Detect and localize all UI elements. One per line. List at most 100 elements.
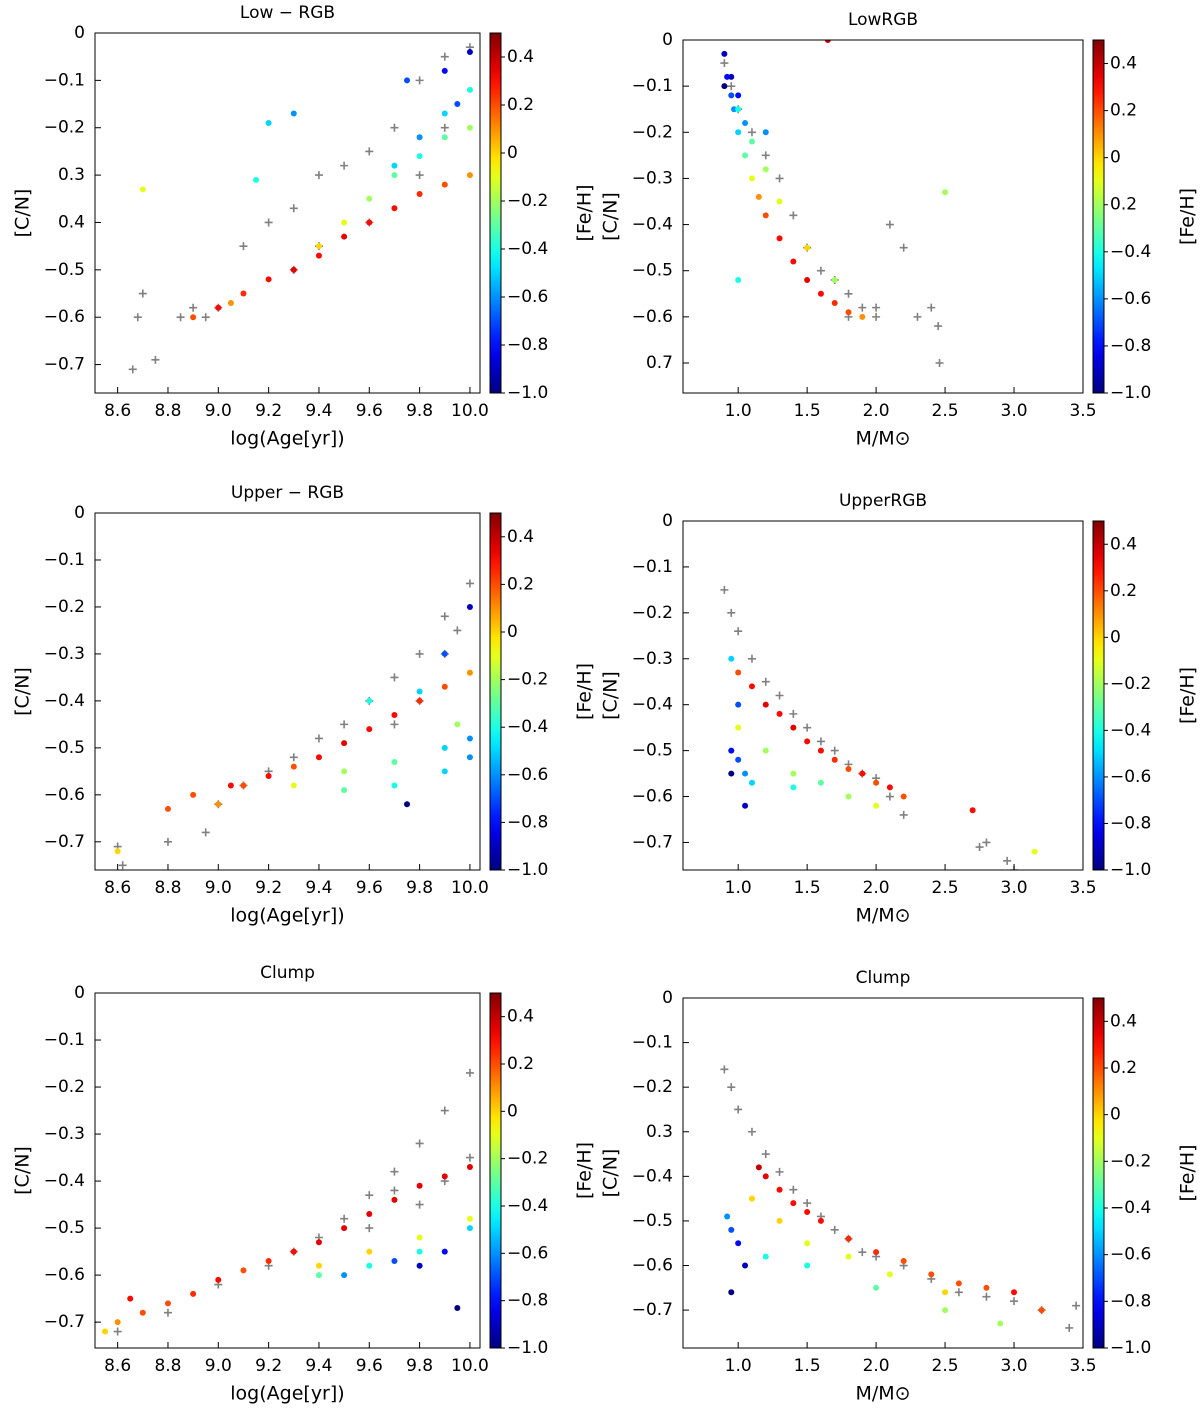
point [735, 129, 742, 136]
colorbar-tick-label: −0.6 [1110, 767, 1151, 787]
point [127, 1295, 134, 1302]
colorbar-tick-label: −0.2 [507, 1149, 548, 1169]
plus-marker [415, 171, 424, 180]
y-tick-label: 0 [74, 23, 85, 43]
point [190, 791, 197, 798]
x-tick-label: 8.6 [104, 878, 131, 898]
plus-marker [415, 1139, 424, 1148]
point [315, 252, 322, 259]
point [190, 314, 197, 321]
point [748, 1195, 755, 1202]
point [742, 770, 749, 777]
x-tick-label: 9.2 [255, 1356, 282, 1376]
plus-marker [465, 1068, 474, 1077]
plus-marker [1072, 1301, 1081, 1310]
y-tick-label: −0.7 [44, 355, 85, 375]
point [845, 1253, 852, 1260]
plus-marker [390, 1167, 399, 1176]
panel-title: UpperRGB [839, 491, 927, 511]
y-tick-label: −0.1 [632, 76, 673, 96]
point [102, 1328, 109, 1335]
point [341, 768, 348, 775]
plus-marker [899, 243, 908, 252]
x-axis-label: M/M⊙ [855, 428, 910, 450]
colorbar-tick-label: −0.2 [1110, 674, 1151, 694]
point [416, 134, 423, 141]
y-tick-label: −0.3 [632, 168, 673, 188]
colorbar-tick-label: 0 [507, 143, 518, 163]
point [728, 655, 735, 662]
y-tick-label: −0.4 [44, 1171, 85, 1191]
colorbar [489, 32, 502, 394]
plus-marker [872, 312, 881, 321]
plus-marker [1010, 1297, 1019, 1306]
point [776, 235, 783, 242]
point [776, 1217, 783, 1224]
colorbar-tick-label: −1.0 [1110, 1338, 1151, 1358]
point [804, 276, 811, 283]
plus-marker [465, 579, 474, 588]
y-tick-label: −0.5 [44, 738, 85, 758]
plus-marker [365, 1224, 374, 1233]
point [735, 1240, 742, 1247]
plus-marker [151, 355, 160, 364]
y-tick-label: −0.2 [44, 597, 85, 617]
plus-marker [189, 303, 198, 312]
point [845, 1235, 852, 1242]
y-axis-label: [C/N] [12, 667, 34, 716]
point [762, 1173, 769, 1180]
plus-marker [314, 171, 323, 180]
y-tick-label: −0.7 [632, 1300, 673, 1320]
plus-marker [727, 1083, 736, 1092]
point [466, 172, 473, 179]
point [817, 1217, 824, 1224]
point [748, 683, 755, 690]
y-tick-label: −0.4 [44, 691, 85, 711]
plus-marker [761, 151, 770, 160]
plus-marker [747, 1127, 756, 1136]
axes-frame [94, 992, 481, 1349]
x-tick-label: 3.5 [1069, 1356, 1096, 1376]
axes-frame [682, 997, 1084, 1349]
colorbar-tick-label: −0.4 [1110, 1198, 1151, 1218]
x-tick-label: 2.0 [863, 878, 890, 898]
colorbar-tick-label: 0 [507, 622, 518, 642]
point [466, 1215, 473, 1222]
plus-marker [727, 608, 736, 617]
y-axis-label: [C/N] [12, 1146, 34, 1195]
y-tick-label: 0.3 [58, 165, 85, 185]
x-tick-label: 9.6 [356, 878, 383, 898]
plus-marker [858, 1248, 867, 1257]
x-tick-label: 1.0 [725, 1356, 752, 1376]
y-tick-label: −0.7 [44, 832, 85, 852]
point [240, 782, 247, 789]
point [139, 186, 146, 193]
point [391, 758, 398, 765]
y-tick-label: 0.4 [58, 212, 85, 232]
point [817, 290, 824, 297]
point [735, 669, 742, 676]
y-tick-label: 0.7 [646, 353, 673, 373]
colorbar-tick-label: −0.2 [507, 191, 548, 211]
plus-marker [789, 709, 798, 718]
plus-marker [761, 677, 770, 686]
point [735, 756, 742, 763]
colorbar [489, 992, 502, 1349]
point [817, 747, 824, 754]
colorbar-tick-label: −0.6 [1110, 289, 1151, 309]
plus-marker [975, 843, 984, 852]
plot-area [128, 43, 474, 374]
panel-title: Upper − RGB [231, 483, 344, 503]
point [831, 300, 838, 307]
colorbar-tick-label: −1.0 [1110, 383, 1151, 403]
point [190, 1290, 197, 1297]
plus-marker [1003, 856, 1012, 865]
point [1031, 848, 1038, 855]
x-tick-label: 2.0 [863, 401, 890, 421]
plot-area [720, 585, 1038, 870]
point [341, 1272, 348, 1279]
point [735, 724, 742, 731]
point [466, 735, 473, 742]
x-tick-label: 8.8 [154, 878, 181, 898]
